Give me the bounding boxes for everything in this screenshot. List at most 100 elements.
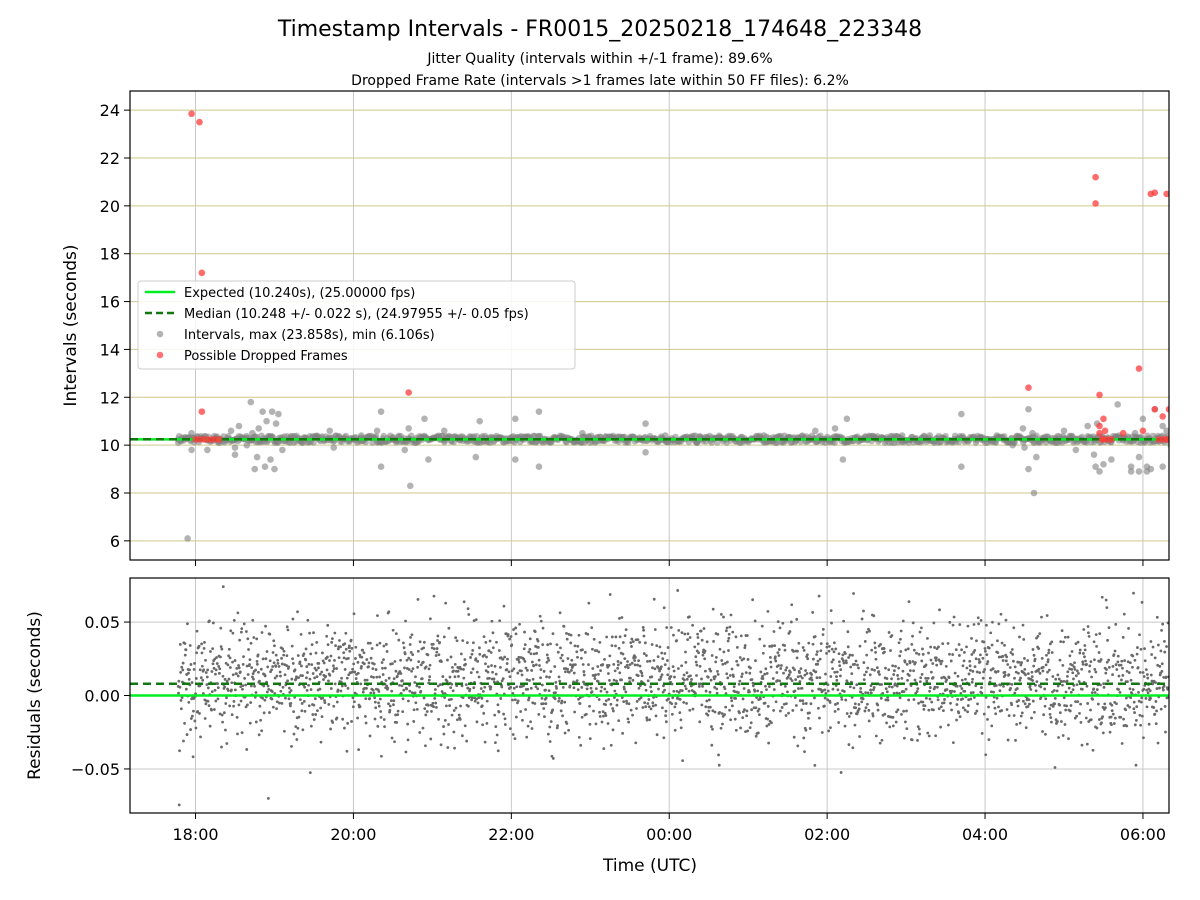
- residual-point: [693, 645, 697, 649]
- residual-point: [410, 633, 414, 637]
- residual-point: [786, 675, 790, 679]
- residual-point: [900, 712, 903, 716]
- residual-point: [382, 718, 386, 721]
- residual-point: [835, 675, 838, 678]
- residual-point: [1075, 714, 1079, 718]
- residual-point: [319, 740, 323, 744]
- residual-point: [847, 715, 851, 718]
- residual-point: [315, 640, 319, 644]
- residual-point: [526, 724, 530, 728]
- residual-point: [259, 718, 262, 722]
- residual-point: [974, 684, 978, 688]
- residual-point: [997, 622, 1001, 626]
- residual-point: [625, 701, 629, 705]
- residual-point: [401, 697, 405, 701]
- residual-point: [634, 741, 638, 745]
- residual-point: [1107, 666, 1111, 669]
- residual-point: [570, 658, 574, 662]
- residual-point: [442, 635, 446, 639]
- residual-point: [961, 706, 965, 710]
- residual-point: [386, 686, 390, 690]
- residual-point: [966, 624, 970, 628]
- residual-point: [766, 717, 769, 721]
- residual-point: [322, 661, 326, 665]
- residual-point: [1146, 691, 1150, 695]
- residual-point: [667, 697, 670, 701]
- residual-point: [911, 660, 915, 663]
- residual-point: [505, 668, 509, 671]
- residual-point: [818, 676, 822, 680]
- residual-point: [1062, 679, 1066, 683]
- residual-point: [898, 696, 902, 700]
- residual-point: [346, 656, 350, 660]
- residual-point: [1160, 669, 1164, 673]
- residual-point: [224, 661, 228, 665]
- residual-point: [759, 670, 763, 674]
- residual-point: [748, 726, 752, 730]
- residual-point: [848, 685, 852, 689]
- residual-point: [304, 658, 308, 662]
- residual-point: [369, 656, 373, 660]
- residual-point: [662, 606, 666, 610]
- residual-point: [519, 669, 523, 673]
- residual-point: [424, 665, 428, 669]
- dropped-frame-point: [1108, 436, 1115, 443]
- residual-point: [543, 715, 546, 719]
- residual-point: [969, 697, 973, 701]
- residual-point: [884, 666, 887, 670]
- residual-point: [662, 736, 666, 740]
- residual-point: [647, 698, 651, 701]
- residual-point: [977, 658, 981, 661]
- residual-point: [796, 744, 800, 748]
- residual-point: [717, 763, 721, 767]
- residual-point: [512, 686, 516, 690]
- residual-point: [763, 701, 767, 705]
- residual-point: [1058, 711, 1062, 715]
- residual-point: [682, 700, 686, 704]
- residual-point: [895, 684, 899, 688]
- residual-point: [671, 665, 675, 669]
- residual-point: [341, 717, 345, 721]
- residual-point: [500, 685, 504, 689]
- residual-point: [235, 667, 239, 670]
- residual-point: [612, 678, 616, 682]
- residual-point: [220, 745, 223, 749]
- residual-point: [399, 691, 403, 695]
- residual-point: [720, 659, 724, 662]
- residual-point: [820, 731, 824, 734]
- residual-point: [827, 729, 831, 733]
- residual-point: [390, 689, 394, 693]
- residual-point: [402, 688, 406, 692]
- residual-point: [1045, 614, 1049, 617]
- residual-point: [494, 741, 497, 745]
- residual-point: [495, 640, 498, 644]
- residual-point: [467, 613, 471, 616]
- residual-point: [338, 639, 341, 642]
- residual-point: [677, 690, 681, 694]
- residual-point: [713, 685, 717, 689]
- interval-point: [373, 427, 381, 435]
- residual-point: [555, 726, 559, 730]
- residual-point: [378, 675, 382, 679]
- residual-point: [198, 668, 202, 672]
- residual-point: [1045, 653, 1048, 657]
- residual-point: [610, 635, 614, 639]
- residual-point: [458, 718, 462, 721]
- residual-point: [408, 643, 412, 646]
- residual-point: [573, 644, 577, 648]
- residual-point: [824, 672, 827, 676]
- residual-point: [616, 666, 620, 670]
- interval-point: [1139, 415, 1147, 423]
- residual-point: [615, 679, 618, 683]
- residual-point: [638, 664, 642, 668]
- residual-point: [676, 667, 680, 670]
- residual-point: [619, 661, 623, 665]
- residual-point: [664, 709, 668, 713]
- residual-point: [549, 642, 552, 646]
- residual-point: [776, 679, 779, 682]
- interval-point: [358, 432, 365, 439]
- residual-point: [1001, 654, 1005, 658]
- residual-point: [285, 654, 289, 658]
- residual-point: [1137, 690, 1140, 694]
- residual-point: [917, 701, 920, 705]
